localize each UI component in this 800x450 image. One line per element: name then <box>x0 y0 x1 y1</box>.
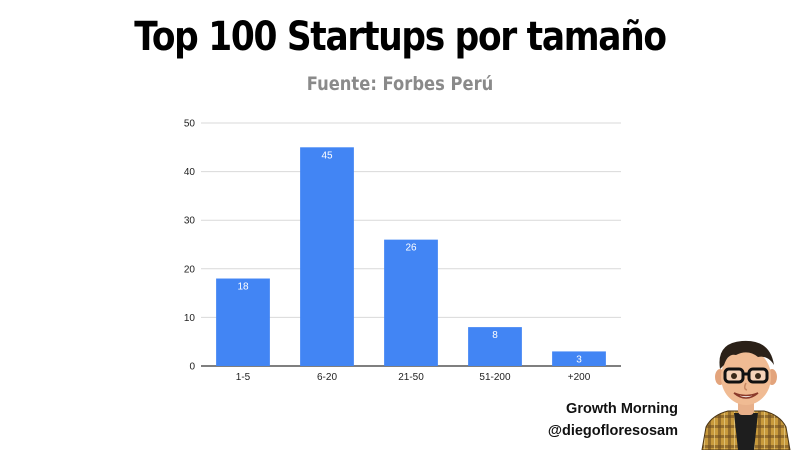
y-tick-label: 0 <box>189 362 195 373</box>
page-title: Top 100 Startups por tamaño <box>134 14 667 60</box>
bar-value-label: 18 <box>237 282 249 293</box>
page-subtitle: Fuente: Forbes Perú <box>306 73 494 95</box>
bar-value-label: 8 <box>492 330 498 341</box>
x-tick-label: +200 <box>568 372 591 383</box>
y-tick-label: 10 <box>184 313 196 324</box>
cartoon-avatar-icon <box>701 340 791 450</box>
brand-credit: Growth Morning <box>566 401 678 417</box>
x-tick-label: 1-5 <box>236 372 251 383</box>
bar-200 <box>552 351 606 366</box>
bar-620 <box>300 147 354 366</box>
bar-value-label: 45 <box>321 150 333 161</box>
bar-2150 <box>384 239 438 366</box>
y-tick-label: 20 <box>184 264 196 275</box>
bar-15 <box>216 278 270 366</box>
x-tick-label: 21-50 <box>398 372 424 383</box>
author-handle: @diegofloresosam <box>547 423 678 439</box>
bar-value-label: 3 <box>576 354 582 365</box>
bar-value-label: 26 <box>405 243 417 254</box>
y-tick-label: 40 <box>184 167 196 178</box>
x-tick-label: 51-200 <box>479 372 511 383</box>
x-tick-label: 6-20 <box>317 372 337 383</box>
y-tick-label: 50 <box>184 119 196 130</box>
y-tick-label: 30 <box>184 216 196 227</box>
bar-51200 <box>468 327 522 366</box>
